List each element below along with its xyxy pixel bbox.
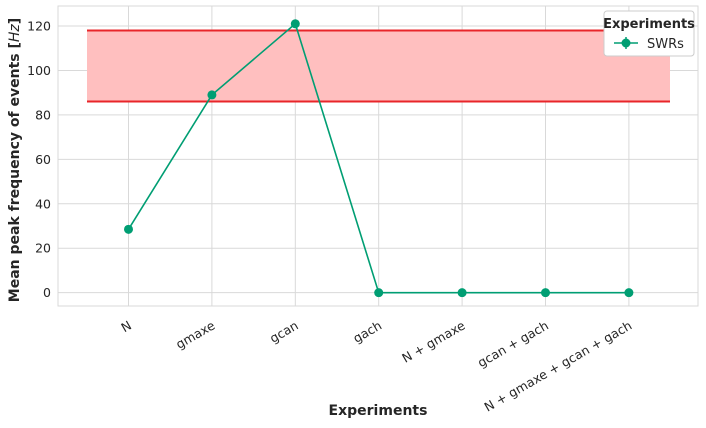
x-tick-label-4: N + gmaxe — [399, 317, 468, 365]
y-tick-label-6: 120 — [27, 19, 51, 34]
data-point-0 — [124, 224, 133, 234]
y-tick-label-5: 100 — [27, 63, 51, 78]
x-tick-label-5: gcan + gach — [475, 318, 551, 371]
data-point-4 — [457, 288, 467, 298]
y-tick-label-3: 60 — [35, 152, 51, 167]
data-point-1 — [207, 90, 217, 100]
legend-title: Experiments — [603, 17, 695, 32]
legend-marker — [621, 38, 631, 48]
data-point-6 — [624, 288, 634, 298]
data-point-3 — [374, 288, 384, 298]
x-tick-label-6: N + gmaxe + gcan + gach — [482, 318, 635, 415]
plot-frame — [57, 5, 699, 307]
reference-band-fill — [87, 30, 670, 102]
y-axis-label-suffix: ] — [7, 18, 23, 24]
y-tick-labels: 0 20 40 60 80 100 120 — [27, 19, 51, 301]
x-axis-label: Experiments — [329, 403, 428, 419]
data-point-2 — [290, 19, 300, 29]
y-tick-label-2: 40 — [35, 196, 51, 211]
x-tick-label-1: gmaxe — [173, 317, 218, 351]
x-tick-label-2: gcan — [267, 318, 301, 346]
y-tick-label-0: 0 — [43, 285, 51, 300]
legend: Experiments SWRs — [603, 10, 695, 57]
reference-band — [87, 29, 670, 103]
data-point-5 — [541, 288, 550, 298]
y-axis-label-unit: Hz — [7, 24, 23, 43]
y-tick-label-1: 20 — [35, 241, 51, 256]
y-axis-label-prefix: Mean peak frequency of events [ — [7, 42, 23, 302]
x-tick-label-3: gach — [350, 318, 384, 346]
legend-entry-swrs: SWRs — [647, 37, 684, 52]
y-tick-label-4: 80 — [35, 107, 51, 122]
y-axis-label: Mean peak frequency of events [Hz] — [7, 18, 23, 302]
series-swrs — [124, 19, 634, 298]
x-tick-label-0: N — [118, 318, 134, 336]
